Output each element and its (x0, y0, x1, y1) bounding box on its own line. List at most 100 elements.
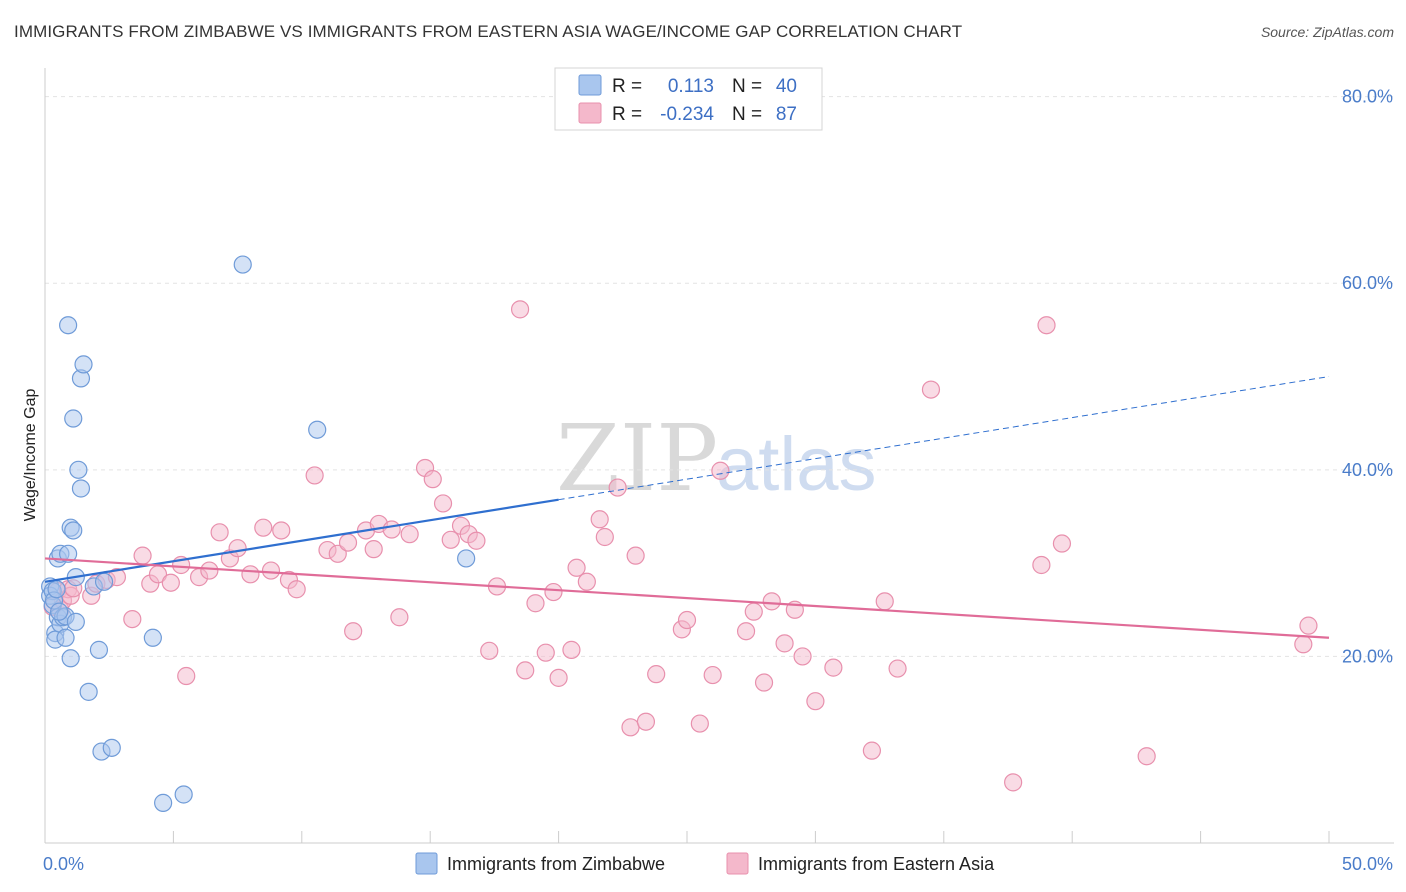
eastern-asia-point (390, 608, 409, 627)
eastern-asia-point (793, 647, 812, 666)
eastern-asia-point (806, 692, 825, 711)
y-tick-label: 80.0% (1342, 87, 1393, 107)
zimbabwe-point (74, 355, 93, 374)
axes (44, 68, 1394, 844)
eastern-asia-point (177, 666, 196, 686)
eastern-asia-point (241, 565, 260, 584)
eastern-asia-point (577, 572, 596, 591)
legend-n-label-eastern-asia: N = (732, 104, 762, 125)
zimbabwe-trend-line (44, 498, 559, 583)
eastern-asia-point (433, 494, 453, 513)
eastern-asia-point (888, 659, 907, 678)
eastern-asia-point (626, 546, 645, 565)
eastern-asia-point (1037, 316, 1056, 335)
zimbabwe-point (50, 602, 69, 621)
eastern-asia-point (1294, 635, 1313, 654)
eastern-asia-point (510, 300, 530, 319)
watermark-zip: ZIP (556, 405, 718, 512)
series-legend-label-zimbabwe: Immigrants from Zimbabwe (447, 854, 665, 874)
x-tick-label: 0.0% (43, 854, 84, 874)
eastern-asia-point (364, 540, 383, 559)
eastern-asia-point (287, 580, 306, 599)
eastern-asia-point (1299, 616, 1318, 635)
legend-n-label-zimbabwe: N = (732, 76, 762, 97)
watermark-atlas: atlas (716, 422, 877, 507)
eastern-asia-point (621, 718, 640, 737)
trend-lines (44, 376, 1330, 639)
y-tick-labels: 20.0% 40.0% 60.0% 80.0% (1342, 87, 1393, 667)
eastern-asia-point (703, 665, 722, 685)
zimbabwe-point (233, 255, 252, 274)
zimbabwe-point (59, 316, 78, 335)
zimbabwe-point (64, 409, 83, 428)
eastern-asia-point (123, 609, 142, 629)
eastern-asia-point (862, 741, 881, 760)
legend-n-value-zimbabwe: 40 (776, 76, 797, 97)
eastern-asia-point (305, 466, 324, 485)
eastern-asia-point (562, 640, 581, 659)
eastern-asia-point (133, 546, 152, 565)
eastern-asia-point (328, 544, 347, 563)
eastern-asia-point (272, 521, 291, 540)
eastern-asia-point (1032, 555, 1051, 575)
zimbabwe-point (143, 628, 162, 647)
eastern-asia-point (1137, 747, 1156, 766)
series-legend: Immigrants from Zimbabwe Immigrants from… (415, 852, 995, 875)
legend-r-value-eastern-asia: -0.234 (660, 104, 714, 125)
eastern-asia-point (467, 531, 486, 550)
eastern-asia-point (423, 470, 442, 489)
eastern-asia-point (1004, 773, 1023, 792)
legend-r-label-zimbabwe: R = (612, 76, 642, 97)
zimbabwe-point (154, 793, 173, 812)
eastern-asia-point (775, 634, 794, 653)
eastern-asia-point (1052, 534, 1072, 553)
zimbabwe-point (102, 738, 121, 757)
eastern-asia-point (636, 712, 656, 731)
series-legend-swatch-zimbabwe (415, 852, 438, 875)
zimbabwe-point (69, 460, 88, 479)
legend-r-label-eastern-asia: R = (612, 104, 642, 125)
zimbabwe-point (66, 612, 85, 631)
eastern-asia-point (567, 558, 586, 577)
zimbabwe-point (457, 549, 476, 568)
eastern-asia-point (595, 527, 614, 547)
eastern-asia-point (536, 643, 555, 662)
x-tick-label: 50.0% (1342, 854, 1393, 874)
eastern-asia-point (261, 561, 281, 580)
zimbabwe-point (56, 628, 75, 647)
zimbabwe-point (71, 479, 91, 498)
eastern-asia-point (875, 592, 894, 611)
source-credit: Source: ZipAtlas.com (1260, 24, 1394, 40)
zimbabwe-points (41, 255, 476, 812)
eastern-asia-point (161, 573, 180, 592)
eastern-asia-point (441, 530, 460, 549)
legend-swatch-zimbabwe (578, 74, 602, 96)
eastern-asia-point (608, 478, 627, 497)
eastern-asia-point (736, 622, 756, 641)
legend-r-value-zimbabwe: 0.113 (668, 76, 714, 97)
legend-swatch-eastern-asia (578, 102, 602, 124)
eastern-asia-points (43, 300, 1318, 792)
eastern-asia-point (647, 665, 666, 684)
y-tick-label: 40.0% (1342, 460, 1393, 480)
eastern-asia-point (690, 714, 709, 733)
y-tick-label: 20.0% (1342, 646, 1393, 666)
watermark: ZIP atlas (556, 405, 877, 512)
eastern-asia-point (344, 622, 363, 641)
legend-n-value-eastern-asia: 87 (776, 104, 797, 125)
eastern-asia-point (544, 582, 563, 602)
series-legend-label-eastern-asia: Immigrants from Eastern Asia (758, 854, 995, 874)
eastern-asia-point (921, 380, 941, 399)
eastern-asia-point (210, 523, 229, 542)
eastern-asia-point (711, 461, 730, 480)
eastern-asia-point (754, 673, 774, 692)
eastern-asia-point (382, 520, 401, 539)
zimbabwe-point (174, 785, 193, 804)
zimbabwe-point (308, 420, 327, 439)
eastern-asia-point (338, 533, 358, 552)
chart-title: IMMIGRANTS FROM ZIMBABWE VS IMMIGRANTS F… (14, 22, 963, 41)
zimbabwe-point (61, 649, 80, 668)
eastern-asia-point (526, 594, 545, 613)
zimbabwe-trend-extension (558, 376, 1330, 501)
